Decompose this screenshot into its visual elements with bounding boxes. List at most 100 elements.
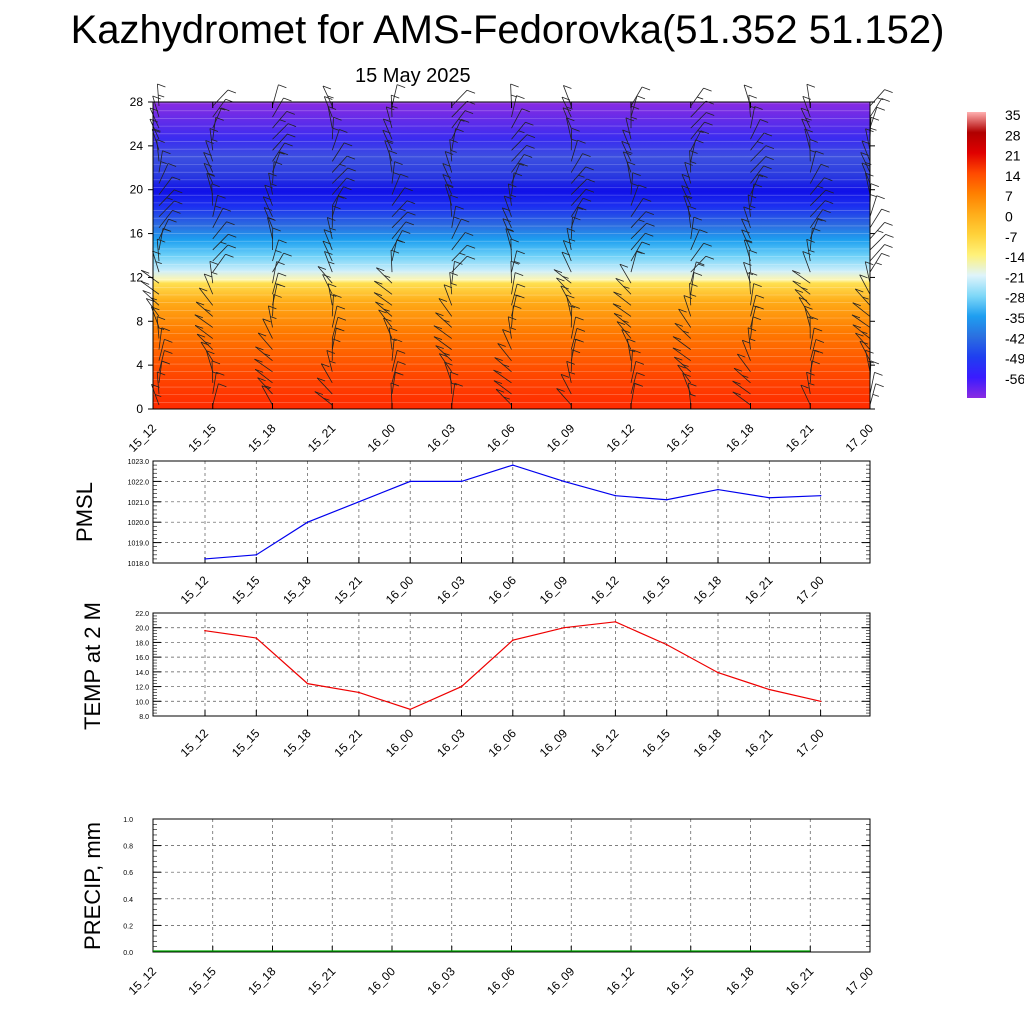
contour-line — [152, 217, 871, 219]
wind-barb — [613, 291, 632, 306]
wind-barb — [502, 329, 512, 350]
wind-barb — [376, 267, 393, 284]
x-tick-label: 17_00 — [793, 573, 827, 607]
wind-barb — [869, 98, 890, 118]
wind-barb — [570, 178, 595, 195]
x-tick-label: 16_21 — [783, 964, 817, 998]
wind-barb — [212, 207, 232, 228]
color-scale-label: -42 — [1005, 330, 1024, 346]
color-scale-label: -35 — [1005, 310, 1024, 326]
wind-barb — [391, 350, 406, 372]
wind-barb — [869, 372, 883, 395]
wind-barb — [374, 280, 393, 295]
wind-barb — [630, 232, 654, 251]
wind-barb — [495, 388, 512, 406]
wind-barb — [331, 186, 352, 206]
wind-barb — [612, 303, 632, 317]
wind-barb — [672, 347, 691, 362]
wind-barb — [625, 117, 635, 140]
wind-barb — [158, 350, 173, 372]
y-tick-label: 28 — [130, 95, 144, 109]
data-point — [614, 494, 617, 497]
wind-barb — [156, 371, 166, 394]
wind-barb — [619, 263, 632, 284]
wind-barb — [327, 106, 337, 129]
wind-barb — [750, 145, 775, 162]
wind-barb — [272, 227, 281, 250]
color-scale-label: -14 — [1005, 249, 1024, 265]
x-tick-label: 16_06 — [485, 573, 519, 607]
wind-barb — [511, 108, 530, 129]
wind-barb — [630, 211, 655, 229]
wind-barb — [493, 380, 512, 395]
wind-barb — [859, 274, 871, 295]
wind-barb — [556, 277, 572, 295]
x-tick-label: 15_18 — [280, 573, 314, 607]
wind-barb — [314, 391, 333, 406]
wind-barb — [683, 195, 692, 217]
wind-barb — [511, 134, 536, 151]
wind-barb — [203, 162, 215, 184]
wind-barb — [254, 358, 273, 373]
x-tick-label: 16_00 — [365, 421, 399, 455]
wind-barb — [212, 253, 234, 273]
wind-barb — [331, 195, 347, 217]
wind-barb — [449, 194, 458, 217]
wind-barb — [630, 86, 651, 107]
wind-barb — [864, 261, 874, 284]
wind-barb — [741, 229, 753, 251]
y-tick-label: 10.0 — [135, 699, 149, 706]
x-tick-label: 17_00 — [843, 421, 877, 455]
wind-barb — [272, 239, 287, 262]
wind-barb — [809, 209, 831, 229]
wind-barb — [801, 118, 811, 140]
x-tick-label: 16_06 — [484, 421, 518, 455]
x-tick-label: 16_12 — [588, 573, 622, 607]
x-tick-label: 17_00 — [843, 964, 877, 998]
wind-barb — [391, 173, 409, 195]
wind-barb — [809, 200, 834, 218]
wind-barb — [158, 176, 181, 195]
y-axis-label: PRECIP, mm — [80, 822, 105, 950]
y-tick-label: 20.0 — [135, 626, 149, 633]
wind-barb — [743, 206, 752, 228]
wind-barb — [212, 383, 227, 406]
x-tick-label: 15_12 — [126, 964, 160, 998]
wind-barb — [869, 195, 885, 217]
x-tick-label: 16_18 — [723, 964, 757, 998]
wind-barb — [792, 280, 811, 295]
wind-barb — [809, 150, 824, 173]
wind-barb — [212, 244, 237, 262]
color-scale-label: -56 — [1005, 371, 1024, 387]
color-scale-bar: 35 28 21 14 7 0 -7 -14 -21 -28 -35 -42 -49 -56 — [967, 107, 1024, 398]
wind-barb — [690, 121, 713, 140]
wind-barb — [678, 308, 692, 328]
color-scale-label: 0 — [1005, 209, 1013, 225]
y-tick-label: 1022.0 — [128, 479, 150, 486]
wind-barb — [733, 367, 751, 384]
wind-barb — [391, 230, 411, 251]
x-tick-label: 15_12 — [178, 726, 212, 760]
wind-barb — [747, 327, 757, 350]
data-point — [358, 691, 360, 694]
data-point — [358, 501, 360, 503]
wind-barb — [621, 329, 632, 350]
wind-barb — [626, 161, 636, 184]
wind-barb — [262, 318, 273, 339]
wind-barb — [511, 144, 535, 162]
wind-barb — [212, 221, 235, 240]
wind-barb — [570, 216, 581, 239]
wind-barb — [852, 324, 871, 339]
wind-barb — [672, 336, 691, 350]
wind-barb — [570, 197, 592, 217]
wind-barb — [570, 328, 586, 350]
x-tick-label: 15_15 — [185, 421, 219, 455]
x-tick-label: 15_15 — [185, 964, 219, 998]
y-tick-label: 16 — [130, 227, 144, 241]
wind-barb — [511, 121, 534, 140]
color-scale-label: 35 — [1005, 107, 1021, 123]
wind-barb — [375, 301, 393, 317]
wind-barb — [690, 272, 703, 295]
x-tick-label: 16_18 — [691, 726, 725, 760]
